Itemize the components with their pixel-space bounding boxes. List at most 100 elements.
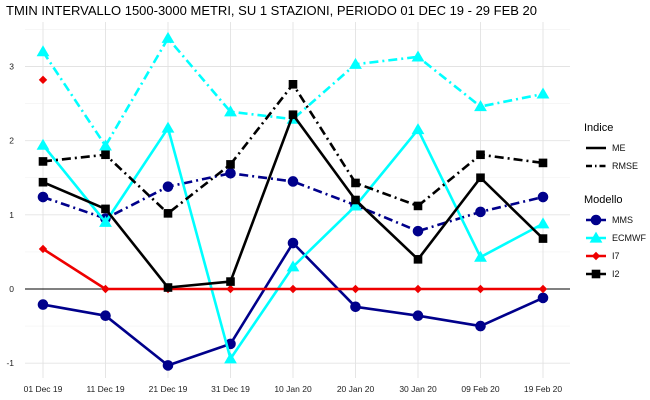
data-point [161, 121, 175, 133]
data-point [225, 168, 236, 179]
grid-layer [25, 22, 570, 378]
data-point [536, 217, 550, 229]
legend-label-rmse: RMSE [612, 161, 638, 171]
data-point [287, 237, 299, 249]
data-point [163, 209, 173, 218]
data-point [37, 191, 49, 203]
data-point [288, 80, 298, 89]
x-tick-label: 20 Jan 20 [337, 384, 375, 394]
data-point [224, 352, 237, 364]
x-tick-label: 09 Feb 20 [461, 384, 500, 394]
data-point [36, 45, 50, 57]
data-point [411, 123, 425, 135]
data-point [101, 150, 110, 160]
legend-key-marker-i7 [591, 251, 601, 261]
data-point [413, 255, 423, 264]
data-point [412, 310, 424, 322]
y-tick-label: 3 [9, 62, 14, 72]
data-point [288, 110, 298, 120]
legend-label-mms: MMS [612, 215, 633, 225]
data-point [99, 215, 112, 227]
data-point [162, 360, 174, 371]
data-point [38, 244, 48, 254]
data-point [286, 260, 300, 272]
chart-title: TMIN INTERVALLO 1500-3000 METRI, SU 1 ST… [6, 3, 537, 18]
legend: Indice ME RMSE Modello MMS ECMWF I7 I2 [584, 122, 646, 279]
data-point [411, 50, 425, 62]
series-ecmwf-me [36, 121, 550, 364]
data-point [350, 301, 361, 313]
y-tick-label: 2 [9, 136, 14, 146]
data-point [163, 283, 173, 292]
x-tick-label: 11 Dec 19 [86, 384, 124, 394]
data-point [226, 284, 235, 294]
series-i2-rmse [38, 80, 548, 218]
axis-layer: -1 0 1 2 3 01 Dec 19 11 Dec 19 21 Dec 19 31 Dec … [6, 62, 570, 394]
legend-key-marker-i2 [591, 269, 601, 279]
legend-title-indice: Indice [584, 122, 613, 134]
data-point [161, 31, 175, 43]
y-tick-label: -1 [6, 358, 14, 368]
legend-label-i7: I7 [612, 251, 620, 261]
data-point [349, 57, 362, 69]
data-point [474, 250, 487, 262]
data-point [476, 150, 485, 160]
data-point [537, 191, 549, 203]
series-mms-me [37, 237, 549, 371]
data-point [101, 284, 110, 294]
data-point [224, 105, 237, 117]
data-point [100, 310, 111, 322]
data-point [536, 87, 550, 99]
legend-key-marker-ecmwf [589, 231, 603, 243]
data-point [287, 176, 299, 187]
series-i7-me [38, 244, 548, 294]
data-point [226, 160, 235, 169]
x-tick-label: 31 Dec 19 [211, 384, 250, 394]
data-point [538, 234, 548, 243]
series-line [41, 37, 544, 148]
data-point [349, 199, 362, 211]
data-point [36, 138, 50, 150]
data-point [413, 284, 423, 294]
data-point [475, 206, 486, 218]
legend-key-marker-mms [590, 214, 602, 226]
data-point [413, 201, 423, 211]
data-point [475, 320, 486, 332]
data-point [38, 157, 48, 166]
data-point [99, 139, 112, 151]
legend-label-ecmwf: ECMWF [612, 233, 646, 243]
data-point [288, 284, 298, 294]
legend-title-modello: Modello [584, 194, 623, 206]
data-point [351, 195, 360, 205]
data-point [537, 292, 549, 304]
series-ecmwf-rmse [36, 31, 550, 151]
data-point [38, 75, 48, 85]
data-point [101, 204, 110, 214]
y-tick-label: 1 [9, 210, 14, 220]
x-tick-label: 30 Jan 20 [399, 384, 437, 394]
data-point [538, 158, 548, 168]
x-tick-label: 01 Dec 19 [24, 384, 63, 394]
y-tick-label: 0 [9, 284, 14, 294]
data-point [38, 177, 48, 187]
data-point [226, 277, 235, 286]
data-point [476, 284, 485, 294]
series-i2-me [38, 110, 548, 292]
data-point [538, 284, 548, 294]
series-i7-rmse [38, 75, 48, 85]
x-tick-label: 21 Dec 19 [149, 384, 188, 394]
legend-label-me: ME [612, 143, 626, 153]
data-point [474, 100, 487, 112]
x-tick-label: 19 Feb 20 [524, 384, 563, 394]
x-tick-label: 10 Jan 20 [274, 384, 312, 394]
data-point [351, 178, 360, 188]
data-point [37, 299, 49, 310]
data-point [351, 284, 360, 294]
data-point [476, 173, 485, 183]
data-point [412, 225, 424, 237]
data-point [162, 181, 174, 192]
series-line [42, 172, 544, 233]
series-layer [36, 31, 550, 371]
